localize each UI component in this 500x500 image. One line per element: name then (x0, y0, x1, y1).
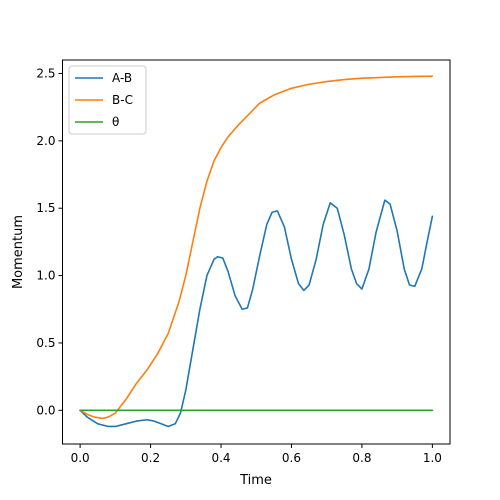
y-tick-label: 1.0 (36, 269, 55, 283)
y-tick-label: 2.5 (36, 66, 55, 80)
legend-box (68, 65, 147, 135)
x-tick-label: 0.2 (141, 451, 160, 465)
legend-label-0: A-B (112, 71, 132, 85)
x-tick-label: 0.0 (71, 451, 90, 465)
y-tick-label: 2.0 (36, 134, 55, 148)
series-layer (79, 75, 434, 428)
y-axis-label: Momentum (11, 215, 26, 289)
plot-frame (62, 59, 451, 445)
y-tick-label: 1.5 (36, 201, 55, 215)
legend: A-B B-C θ (68, 65, 147, 135)
y-axis: 0.0 0.5 1.0 1.5 2.0 2.5 (36, 66, 63, 417)
legend-label-2: θ (112, 115, 119, 129)
x-tick-label: 0.8 (352, 451, 371, 465)
x-tick-label: 0.6 (282, 451, 301, 465)
y-tick-label: 0.0 (36, 403, 55, 417)
x-axis: 0.0 0.2 0.4 0.6 0.8 1.0 (71, 444, 442, 465)
legend-label-1: B-C (112, 93, 133, 107)
y-tick-label: 0.5 (36, 336, 55, 350)
x-tick-label: 1.0 (423, 451, 442, 465)
plot-area (62, 59, 451, 445)
series-line-0 (79, 199, 434, 428)
x-tick-label: 0.4 (211, 451, 230, 465)
x-axis-label: Time (239, 473, 272, 488)
